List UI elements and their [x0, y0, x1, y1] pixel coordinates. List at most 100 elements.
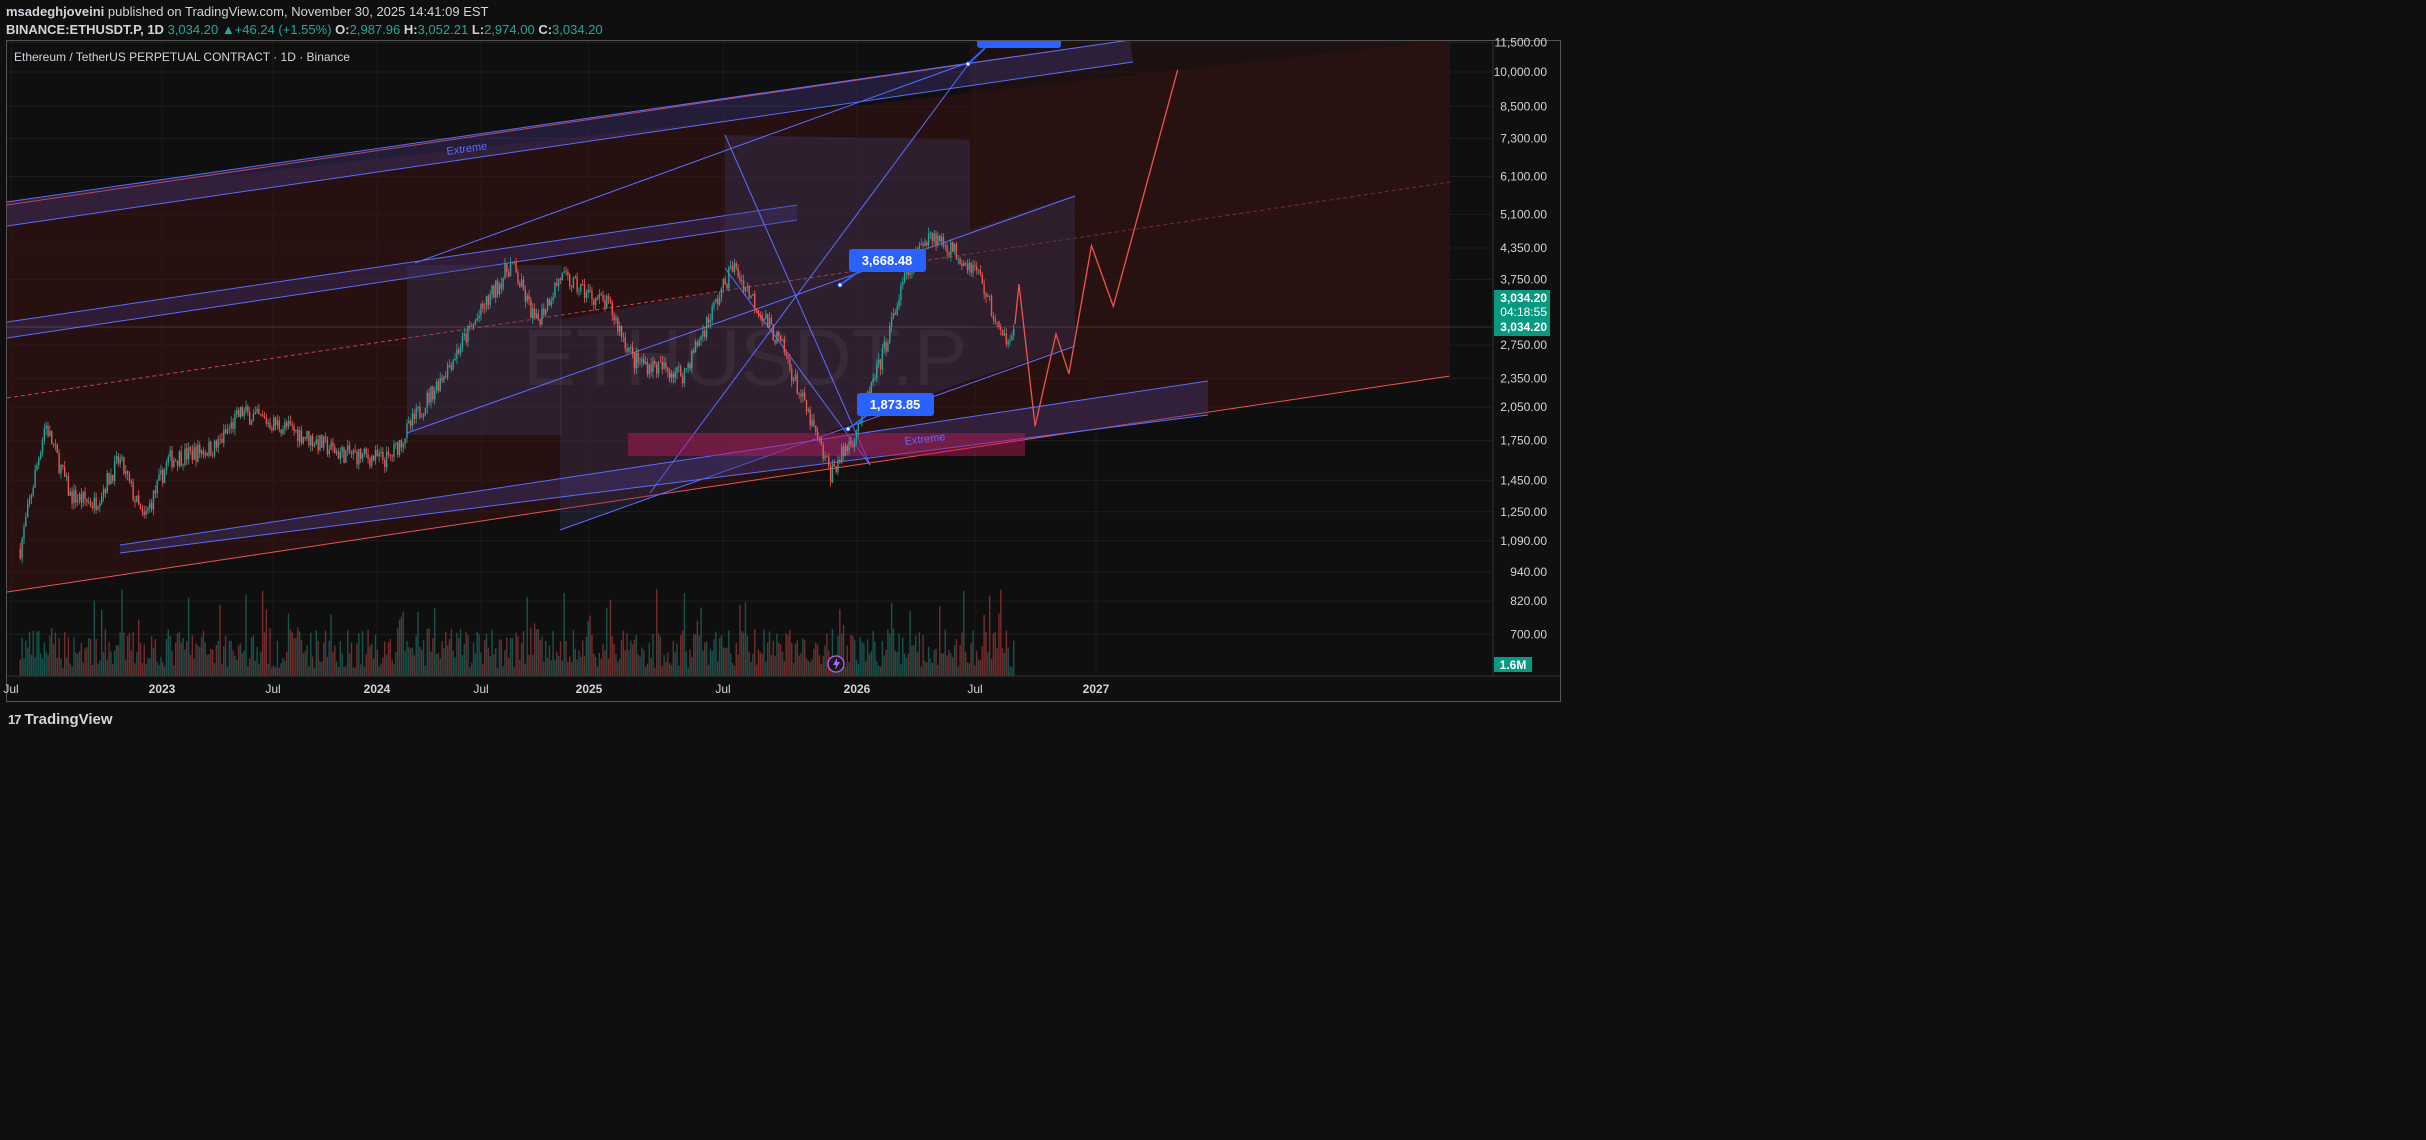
volume-bar [818, 655, 821, 676]
candle-body [661, 361, 663, 370]
author-name[interactable]: msadeghjoveini [6, 4, 105, 19]
volume-bar [465, 631, 467, 676]
candle-body [58, 453, 60, 474]
volume-bar [421, 649, 423, 676]
tradingview-logo[interactable]: 17 TradingView [8, 711, 113, 728]
candle-body [193, 447, 195, 460]
volume-bar [552, 630, 554, 676]
volume-bar [265, 609, 268, 676]
volume-bar [896, 651, 898, 676]
candle-body [528, 295, 530, 300]
open-label: O: [335, 22, 350, 37]
candle-body [626, 348, 628, 352]
candle-body [655, 364, 658, 374]
volume-bar [193, 658, 195, 676]
candle-body [929, 232, 932, 235]
lower-band-line-2 [119, 414, 1209, 554]
volume-bar [78, 651, 81, 676]
volume-bar [206, 654, 208, 676]
candle-body [248, 411, 251, 425]
volume-bar [898, 633, 900, 676]
volume-bar [618, 659, 621, 676]
volume-bar [857, 663, 860, 676]
volume-bar [280, 663, 282, 676]
candle-body [657, 361, 660, 374]
volume-bar [576, 659, 578, 676]
candle-body [718, 297, 721, 305]
candle-body [359, 449, 362, 459]
volume-bar [341, 653, 343, 676]
volume-bar [89, 639, 92, 676]
volume-bar [136, 652, 138, 676]
candle-body [596, 298, 599, 300]
candle-body [752, 293, 754, 296]
volume-bar [507, 657, 510, 676]
volume-bar [776, 633, 778, 676]
volume-bar [150, 636, 153, 676]
candle-body [550, 300, 552, 306]
candle-body [250, 421, 253, 425]
candle-body [280, 429, 282, 434]
volume-bar [378, 666, 380, 676]
time-scale[interactable]: Jul 2023 Jul 2024 Jul 2025 Jul 2026 Jul 2027 [3, 682, 1109, 696]
volume-bar [979, 660, 982, 676]
candle-body [491, 285, 493, 295]
callout-low-point [845, 426, 851, 432]
volume-bar [69, 663, 71, 676]
volume-bar [252, 634, 255, 676]
volume-bar [143, 644, 145, 676]
candle-body [210, 441, 212, 456]
volume-bar [88, 637, 90, 676]
candle-body [163, 469, 166, 484]
volume-bar [367, 629, 369, 676]
callout-low-target[interactable]: 1,873.85 [857, 393, 934, 416]
chart-canvas[interactable]: Extreme Extreme ETHUSDT.P 3,668.48 1,873… [0, 0, 1568, 737]
volume-bar [269, 628, 271, 676]
candle-body [295, 429, 297, 432]
candle-body [236, 410, 238, 415]
volume-bar [850, 634, 852, 676]
candle-body [768, 318, 771, 328]
close-value: 3,034.20 [552, 22, 603, 37]
volume-bar [744, 602, 747, 676]
volume-bar [589, 615, 591, 676]
candle-body [369, 458, 371, 466]
flash-icon[interactable] [827, 655, 845, 673]
high-label: H: [403, 22, 418, 37]
candle-body [112, 474, 114, 481]
volume-bar [134, 663, 136, 676]
candle-body [1007, 341, 1009, 345]
candle-body [809, 409, 811, 426]
volume-bar [535, 629, 538, 676]
volume-bar [1007, 647, 1009, 676]
volume-bar [137, 619, 140, 676]
candle-body [391, 455, 393, 457]
volume-bar [768, 631, 771, 676]
candle-body [933, 233, 935, 242]
volume-bar [145, 663, 147, 676]
candle-body [219, 438, 221, 440]
price-scale[interactable]: 11,500.00 10,000.00 8,500.00 7,300.00 6,100.… [1494, 35, 1548, 641]
candle-body [691, 351, 693, 369]
candle-body [907, 268, 909, 276]
volume-bar [437, 652, 440, 676]
volume-bar [141, 662, 144, 676]
volume-bar [250, 637, 253, 676]
volume-bar [38, 631, 40, 676]
candle-body [78, 494, 81, 500]
volume-bar [763, 629, 765, 676]
candle-body [556, 282, 558, 286]
candle-body [870, 382, 872, 399]
symbol-label[interactable]: BINANCE:ETHUSDT.P, 1D [6, 22, 164, 37]
candle-body [123, 457, 125, 474]
candle-body [199, 444, 201, 454]
volume-bar [670, 664, 673, 676]
callout-mid-target[interactable]: 3,668.48 [849, 249, 926, 272]
candle-body [300, 430, 303, 444]
candle-body [763, 318, 765, 322]
candle-body [446, 365, 449, 378]
candle-body [433, 390, 436, 400]
candle-body [104, 489, 107, 493]
candle-body [778, 332, 780, 336]
callout-top-target[interactable] [977, 34, 1061, 48]
